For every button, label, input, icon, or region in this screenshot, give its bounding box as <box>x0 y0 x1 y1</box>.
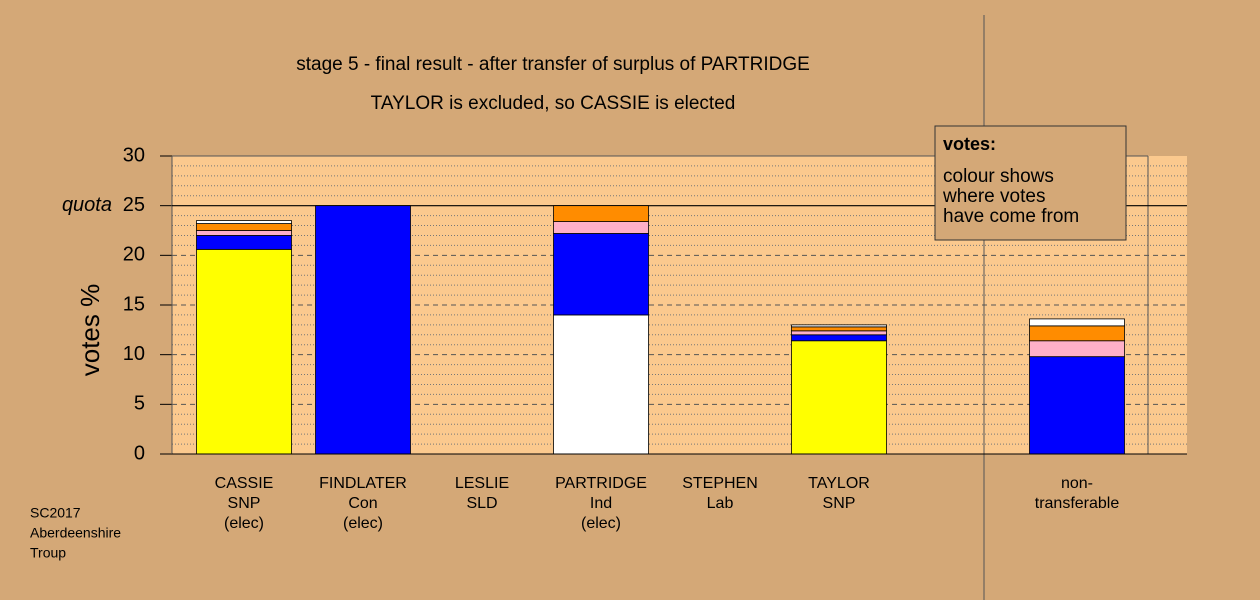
y-tick-label: 25 <box>123 194 145 216</box>
bar-segment <box>1029 340 1125 358</box>
bar-segment <box>791 334 887 342</box>
x-tick-label: PARTRIDGE <box>555 475 647 492</box>
x-tick-label: FINDLATER <box>319 475 407 492</box>
bar-segment <box>553 233 649 316</box>
bar-segment <box>553 221 649 234</box>
x-tick-label: (elec) <box>224 515 264 532</box>
bar-segment <box>196 235 292 250</box>
bar-segment <box>1029 325 1125 342</box>
bar-segment <box>791 324 887 328</box>
x-tick-label: LESLIE <box>455 475 509 492</box>
bar-segment <box>553 205 649 222</box>
bar-segment <box>315 205 411 455</box>
x-tick-label: SLD <box>466 495 497 512</box>
footer-line: SC2017 <box>30 505 81 521</box>
x-tick-label: Lab <box>707 495 734 512</box>
bar-segment <box>553 314 649 455</box>
bar-segment <box>791 330 887 336</box>
quota-label: quota <box>62 194 112 216</box>
x-tick-label: STEPHEN <box>682 475 758 492</box>
bar-segment <box>791 340 887 455</box>
bar-segment <box>791 326 887 332</box>
bar-segment <box>196 248 292 455</box>
y-tick-label: 0 <box>134 442 145 464</box>
bar-segment <box>196 230 292 236</box>
bar-segment <box>196 220 292 224</box>
note-line: where votes <box>942 186 1045 207</box>
note-box <box>934 125 1127 241</box>
x-tick-label: (elec) <box>581 515 621 532</box>
chart-subtitle: TAYLOR is excluded, so CASSIE is elected <box>371 93 736 114</box>
x-tick-label: Ind <box>590 495 612 512</box>
note-line: have come from <box>943 206 1079 227</box>
y-axis-label: votes % <box>75 284 105 377</box>
bar-segment <box>1029 356 1125 455</box>
bar-segment <box>1029 318 1125 327</box>
y-tick-label: 30 <box>123 144 145 166</box>
x-tick-label: SNP <box>823 495 856 512</box>
x-tick-label: CASSIE <box>215 475 274 492</box>
y-tick-label: 15 <box>123 293 145 315</box>
x-tick-label: SNP <box>228 495 261 512</box>
x-tick-label: Con <box>348 495 377 512</box>
x-tick-label: (elec) <box>343 515 383 532</box>
note-line: colour shows <box>943 166 1054 187</box>
footer-line: Aberdeenshire <box>30 525 121 541</box>
x-tick-label: non- <box>1061 475 1093 492</box>
note-title: votes: <box>943 134 996 154</box>
y-tick-label: 20 <box>123 244 145 266</box>
y-tick-label: 5 <box>134 393 145 415</box>
chart-title: stage 5 - final result - after transfer … <box>296 54 810 75</box>
footer-line: Troup <box>30 545 66 561</box>
bar-segment <box>196 223 292 231</box>
x-tick-label: TAYLOR <box>808 475 870 492</box>
y-tick-label: 10 <box>123 343 145 365</box>
x-tick-label: transferable <box>1035 495 1120 512</box>
